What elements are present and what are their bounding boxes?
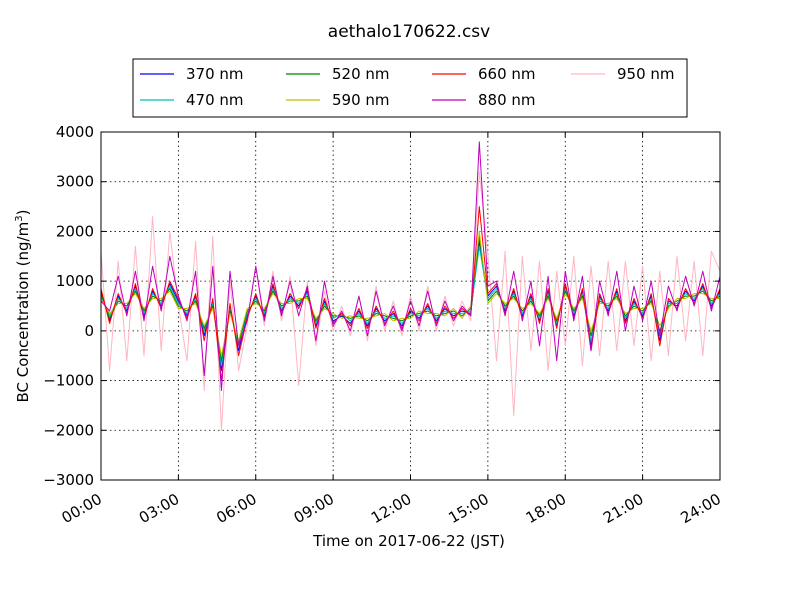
series-line-590-nm bbox=[101, 230, 720, 357]
x-tick-label: 21:00 bbox=[600, 490, 646, 527]
y-tick-labels: 4000 3000 2000 1000 0 −1000 −2000 −3000 bbox=[43, 123, 94, 489]
legend-label-660-nm: 660 nm bbox=[478, 65, 536, 83]
legend-label-520-nm: 520 nm bbox=[332, 65, 390, 83]
axis-ticks bbox=[100, 131, 721, 481]
series-line-470-nm bbox=[101, 245, 720, 367]
plot-lines bbox=[101, 141, 720, 431]
legend-label-880-nm: 880 nm bbox=[478, 91, 536, 109]
y-axis-label-close: ) bbox=[14, 210, 32, 216]
plot-frame bbox=[100, 131, 721, 481]
x-tick-label: 18:00 bbox=[523, 490, 569, 527]
legend-label-590-nm: 590 nm bbox=[332, 91, 390, 109]
y-tick-label: 4000 bbox=[56, 123, 94, 141]
series-line-520-nm bbox=[101, 235, 720, 362]
series-line-950-nm bbox=[101, 171, 720, 431]
y-tick-label: −1000 bbox=[43, 372, 94, 390]
legend-label-370-nm: 370 nm bbox=[186, 65, 244, 83]
legend-frame bbox=[132, 58, 688, 118]
y-tick-label: 2000 bbox=[56, 222, 94, 240]
x-tick-label: 00:00 bbox=[59, 490, 105, 527]
x-tick-label: 24:00 bbox=[678, 490, 724, 527]
series-line-370-nm bbox=[101, 240, 720, 372]
x-tick-label: 09:00 bbox=[291, 490, 337, 527]
legend-label-470-nm: 470 nm bbox=[186, 91, 244, 109]
y-tick-label: −2000 bbox=[43, 421, 94, 439]
legend: 370 nm 470 nm 520 nm 590 nm 660 nm 880 nm 950 … bbox=[132, 58, 688, 118]
y-tick-label: 1000 bbox=[56, 272, 94, 290]
x-axis-label: Time on 2017-06-22 (JST) bbox=[312, 532, 505, 550]
y-tick-label: 3000 bbox=[56, 173, 94, 191]
x-tick-label: 03:00 bbox=[136, 490, 182, 527]
x-tick-label: 06:00 bbox=[213, 490, 259, 527]
y-tick-label: −3000 bbox=[43, 471, 94, 489]
legend-label-950-nm: 950 nm bbox=[617, 65, 675, 83]
y-axis-label-superscript: 3 bbox=[14, 215, 25, 221]
x-tick-labels: 00:00 03:00 06:00 09:00 12:00 15:00 18:00 21:00… bbox=[59, 490, 724, 527]
series-line-660-nm bbox=[101, 206, 720, 382]
y-axis-label: BC Concentration (ng/m3) bbox=[14, 210, 32, 403]
series-line-880-nm bbox=[101, 141, 720, 391]
chart-title: aethalo170622.csv bbox=[328, 22, 490, 42]
legend-entries: 370 nm 470 nm 520 nm 590 nm 660 nm 880 nm 950 … bbox=[140, 65, 675, 109]
x-tick-label: 15:00 bbox=[445, 490, 491, 527]
y-tick-label: 0 bbox=[84, 322, 94, 340]
grid bbox=[101, 132, 720, 480]
x-tick-label: 12:00 bbox=[368, 490, 414, 527]
y-axis-label-main: BC Concentration (ng/m bbox=[14, 222, 32, 403]
